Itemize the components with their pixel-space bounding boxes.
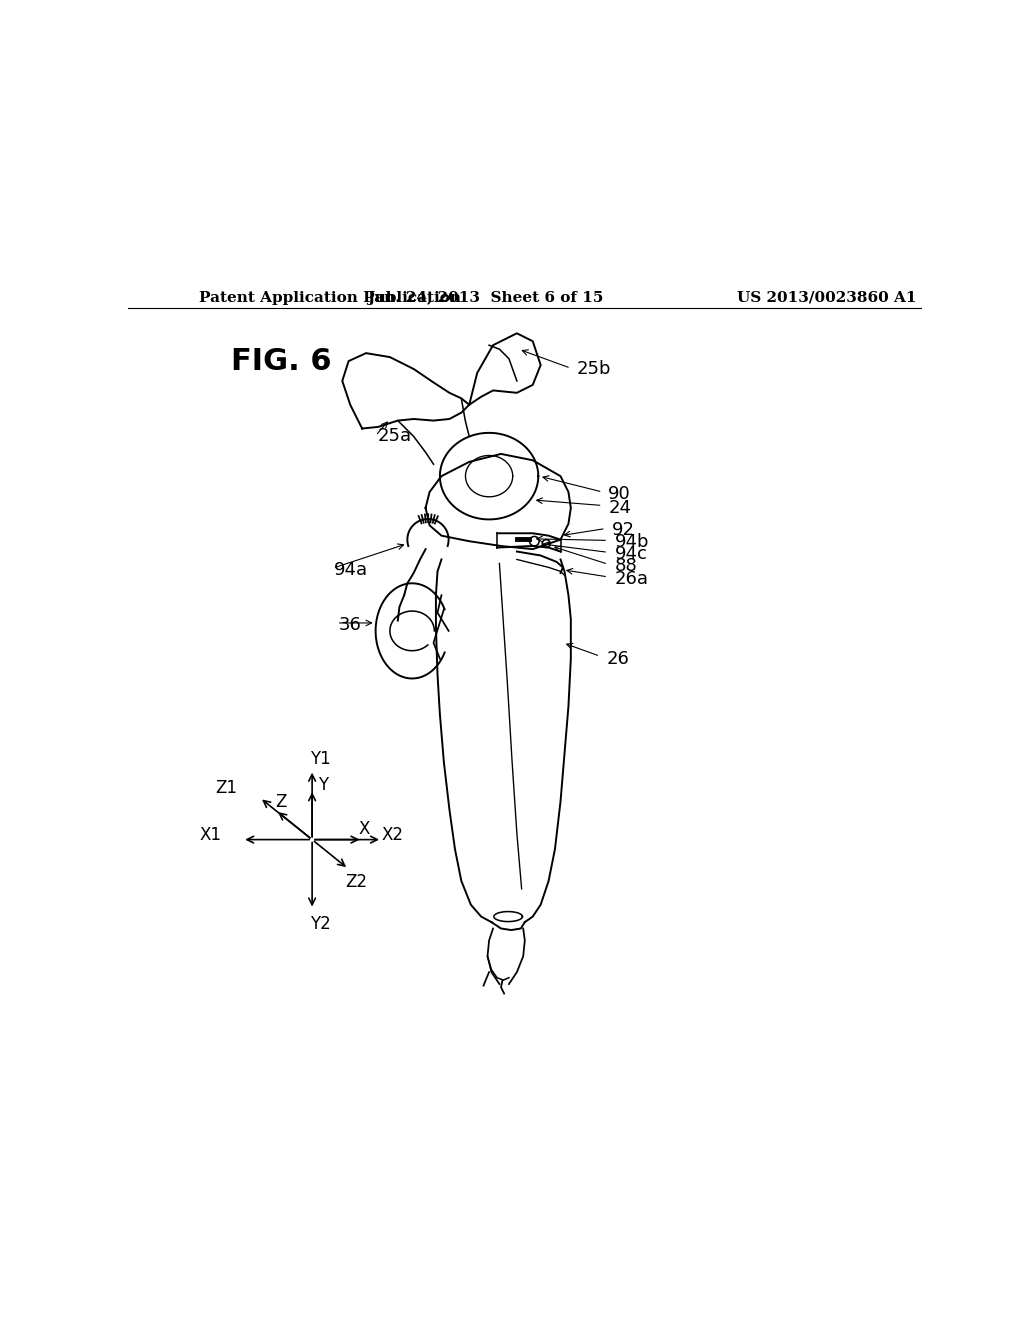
Text: Y2: Y2 bbox=[309, 915, 331, 933]
Text: US 2013/0023860 A1: US 2013/0023860 A1 bbox=[736, 290, 916, 305]
Text: 92: 92 bbox=[612, 521, 635, 539]
Text: Z2: Z2 bbox=[345, 873, 368, 891]
Text: Z1: Z1 bbox=[215, 779, 238, 797]
Text: 88: 88 bbox=[614, 557, 637, 574]
Text: 90: 90 bbox=[608, 484, 631, 503]
Text: 25b: 25b bbox=[577, 360, 611, 378]
Text: Y: Y bbox=[318, 776, 329, 793]
Text: X: X bbox=[358, 820, 370, 838]
Text: X2: X2 bbox=[381, 826, 403, 843]
Text: Patent Application Publication: Patent Application Publication bbox=[200, 290, 462, 305]
Text: Z: Z bbox=[274, 793, 287, 812]
Text: 25a: 25a bbox=[378, 428, 412, 445]
Text: X1: X1 bbox=[200, 826, 221, 843]
Text: 94b: 94b bbox=[614, 533, 649, 550]
Text: 94c: 94c bbox=[614, 545, 647, 562]
Text: 24: 24 bbox=[608, 499, 631, 517]
Text: 26: 26 bbox=[606, 649, 630, 668]
Text: 26a: 26a bbox=[614, 570, 648, 589]
Text: 94a: 94a bbox=[334, 561, 369, 578]
Text: FIG. 6: FIG. 6 bbox=[231, 347, 332, 376]
Text: Y1: Y1 bbox=[309, 750, 331, 768]
Text: Jan. 24, 2013  Sheet 6 of 15: Jan. 24, 2013 Sheet 6 of 15 bbox=[367, 290, 603, 305]
Text: 36: 36 bbox=[338, 615, 361, 634]
